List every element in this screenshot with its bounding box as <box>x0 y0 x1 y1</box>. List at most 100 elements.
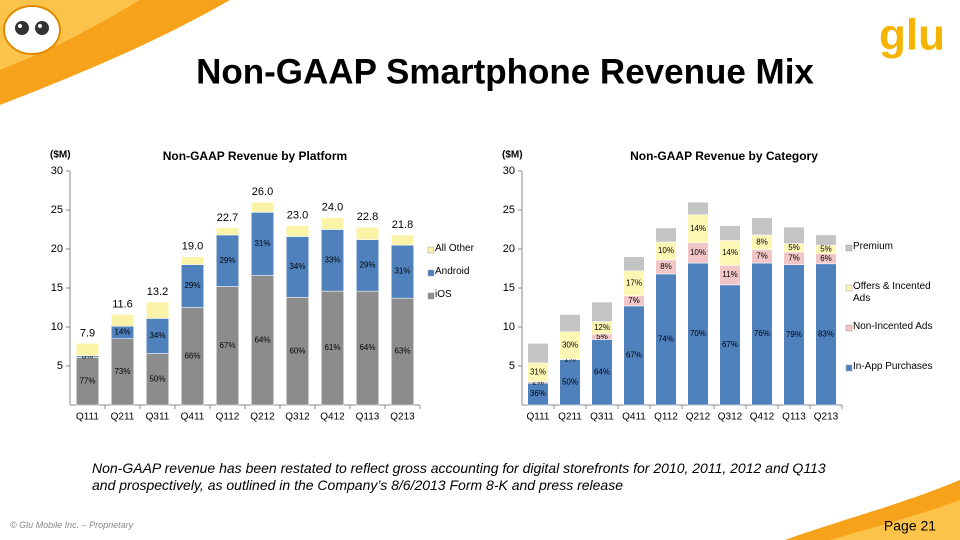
data-label: 7% <box>788 253 800 262</box>
data-label: 14% <box>722 248 738 257</box>
data-label: 5% <box>788 243 800 252</box>
data-label: 67% <box>626 351 642 360</box>
data-label: 64% <box>359 343 375 352</box>
x-tick-label: Q212 <box>250 412 275 423</box>
legend-swatch <box>427 246 435 254</box>
data-label: 50% <box>149 374 165 383</box>
data-label: 77% <box>79 376 95 385</box>
legend-item: Offers & Incented Ads <box>853 281 931 304</box>
bar-segment <box>356 226 379 240</box>
data-label: 34% <box>289 262 305 271</box>
legend-item: iOS <box>435 289 452 300</box>
bar-segment <box>687 201 709 215</box>
x-tick-label: Q312 <box>285 412 310 423</box>
x-tick-label: Q112 <box>654 412 678 423</box>
x-tick-label: Q311 <box>590 412 614 423</box>
bar-segment <box>751 217 773 236</box>
legend-swatch <box>845 284 853 292</box>
x-tick-label: Q411 <box>181 412 205 423</box>
y-tick-label: 10 <box>51 321 63 333</box>
legend-label: iOS <box>435 289 452 300</box>
bar-segment <box>655 227 677 243</box>
data-label: 34% <box>149 331 165 340</box>
legend-swatch <box>845 364 853 372</box>
x-tick-label: Q412 <box>320 412 345 423</box>
data-label: 36% <box>530 389 546 398</box>
legend-swatch <box>845 244 853 252</box>
data-label: 83% <box>818 330 834 339</box>
bar-segment <box>286 225 309 237</box>
total-label: 24.0 <box>322 202 343 214</box>
y-tick-label: 30 <box>51 165 63 177</box>
x-tick-label: Q213 <box>390 412 415 423</box>
y-tick-label: 30 <box>503 165 515 177</box>
x-tick-label: Q113 <box>782 412 806 423</box>
chart-title: Non-GAAP Revenue by Platform <box>163 149 347 163</box>
bar-segment <box>216 227 239 236</box>
data-label: 61% <box>324 343 340 352</box>
total-label: 23.0 <box>287 210 308 222</box>
y-tick-label: 25 <box>503 204 515 216</box>
x-tick-label: Q212 <box>686 412 711 423</box>
x-tick-label: Q113 <box>356 412 380 423</box>
x-tick-label: Q112 <box>216 412 240 423</box>
legend-item: Android <box>435 266 469 277</box>
data-label: 14% <box>114 328 130 337</box>
legend-item: Premium <box>853 241 893 252</box>
legend-item: In-App Purchases <box>853 361 933 372</box>
data-label: 63% <box>394 347 410 356</box>
bar-segment <box>815 234 837 246</box>
bar-segment <box>321 217 344 230</box>
slide-title: Non-GAAP Smartphone Revenue Mix <box>196 52 814 91</box>
y-tick-label: 25 <box>51 204 63 216</box>
data-label: 29% <box>184 281 200 290</box>
data-label: 10% <box>658 246 674 255</box>
data-label: 7% <box>628 296 640 305</box>
data-label: 31% <box>530 367 546 376</box>
total-label: 21.8 <box>392 219 413 231</box>
data-label: 74% <box>658 335 674 344</box>
chart-title: Non-GAAP Revenue by Category <box>630 149 818 163</box>
data-label: 31% <box>394 267 410 276</box>
data-label: 60% <box>289 346 305 355</box>
data-label: 73% <box>114 367 130 376</box>
data-label: 76% <box>754 329 770 338</box>
data-label: 5% <box>820 244 832 253</box>
data-label: 64% <box>594 367 610 376</box>
data-label: 8% <box>756 237 768 246</box>
bar-segment <box>783 226 805 244</box>
x-tick-label: Q111 <box>527 412 550 423</box>
y-tick-label: 20 <box>503 243 515 255</box>
total-label: 19.0 <box>182 241 203 253</box>
bar-segment <box>251 201 274 213</box>
bar-segment <box>391 234 414 246</box>
legend-label: In-App Purchases <box>853 361 933 372</box>
bar-segment <box>181 256 204 265</box>
data-label: 12% <box>594 323 610 332</box>
total-label: 26.0 <box>252 186 273 198</box>
legend-label: Offers & Incented Ads <box>853 281 931 304</box>
data-label: 50% <box>562 377 578 386</box>
total-label: 22.7 <box>217 212 238 224</box>
legend-label: Non-Incented Ads <box>853 321 933 332</box>
legend-item: All Other <box>435 243 474 254</box>
y-tick-label: 5 <box>509 360 515 372</box>
data-label: 14% <box>690 224 706 233</box>
y-axis-label: ($M) <box>502 150 523 161</box>
total-label: 7.9 <box>80 327 95 339</box>
data-label: 8% <box>660 262 672 271</box>
data-label: 29% <box>219 256 235 265</box>
data-label: 70% <box>690 329 706 338</box>
bar-segment <box>623 256 645 272</box>
data-label: 79% <box>786 330 802 339</box>
bar-segment <box>527 343 549 364</box>
legend-swatch <box>845 324 853 332</box>
logo: glu <box>879 11 945 60</box>
bar-segment <box>559 314 581 332</box>
bar-segment <box>146 301 169 319</box>
data-label: 67% <box>219 341 235 350</box>
data-label: 3% <box>82 352 94 361</box>
y-tick-label: 5 <box>57 360 63 372</box>
x-tick-label: Q211 <box>111 412 135 423</box>
legend-item: Non-Incented Ads <box>853 321 933 332</box>
